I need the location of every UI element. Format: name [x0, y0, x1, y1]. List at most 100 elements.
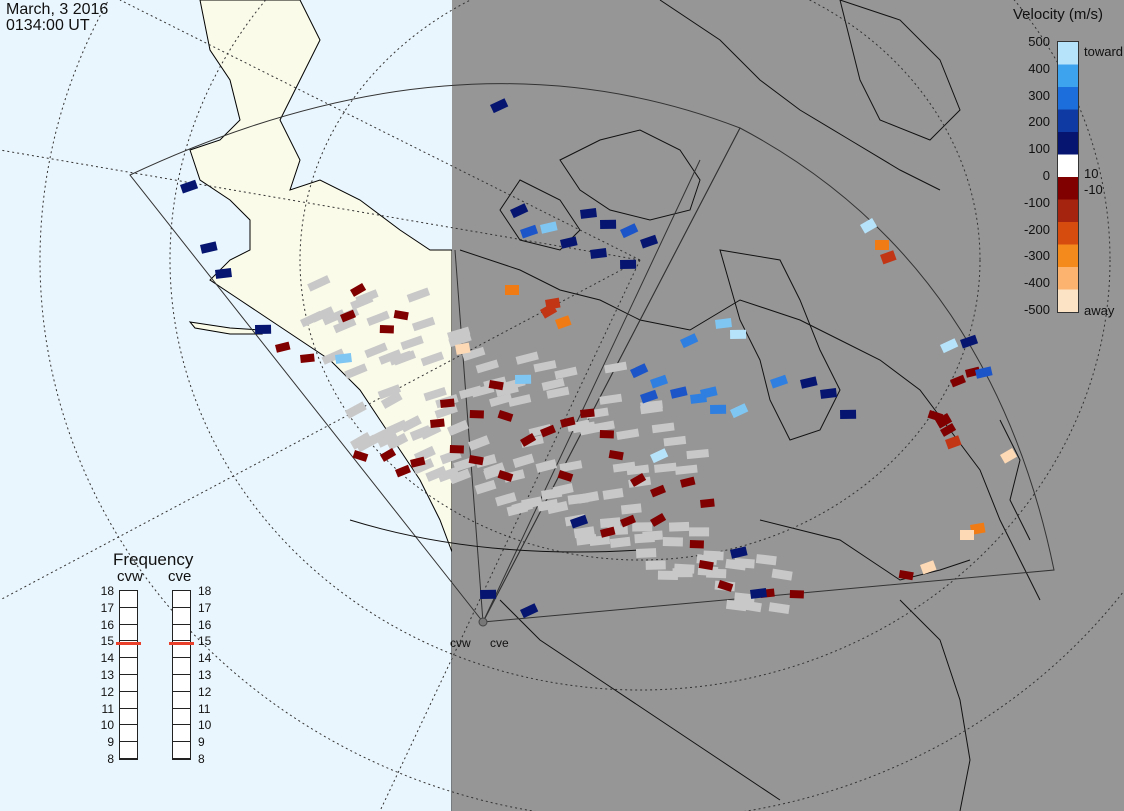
echo-cell	[602, 488, 624, 500]
echo-cell	[425, 465, 448, 482]
echo-cell	[662, 537, 683, 547]
echo-cell	[709, 404, 727, 414]
echo-cell	[840, 409, 857, 419]
echo-cell	[674, 464, 698, 475]
echo-cell	[960, 334, 979, 349]
echo-cell	[700, 498, 715, 508]
echo-cell	[674, 563, 695, 574]
echo-cell	[321, 348, 345, 365]
colorbar-label-10: 10	[1084, 166, 1099, 181]
echo-cell	[497, 470, 514, 482]
echo-cell	[180, 179, 199, 194]
echo-cell	[590, 248, 607, 259]
echo-cell	[386, 432, 409, 451]
freq-cell	[120, 692, 137, 709]
echo-cell	[730, 403, 749, 419]
freq-radar-cvw: cvw	[117, 568, 143, 585]
echo-cell	[541, 487, 563, 500]
echo-cell	[620, 514, 636, 528]
echo-cell	[377, 384, 402, 400]
freq-cell	[120, 591, 137, 608]
echo-cell	[940, 338, 959, 354]
freq-cell	[173, 692, 190, 709]
echo-cell	[740, 600, 762, 613]
echo-cell	[620, 259, 637, 269]
freq-cell	[173, 608, 190, 625]
echo-cell	[448, 468, 471, 485]
echo-cell	[480, 589, 497, 599]
colorbar-tick: 0	[1042, 168, 1050, 183]
echo-cell	[875, 240, 889, 250]
echo-cell	[434, 404, 458, 419]
echo-cell	[700, 386, 718, 399]
echo-cell	[640, 234, 659, 249]
echo-cell	[350, 432, 372, 450]
colorbar-tick: 100	[1028, 141, 1050, 157]
colorbar-tick: -200	[1023, 221, 1050, 237]
echo-cell	[572, 421, 596, 434]
echo-cell	[355, 289, 379, 305]
echo-cell	[521, 496, 543, 510]
echo-cell	[334, 353, 352, 364]
echo-cell	[495, 492, 517, 507]
echo-cell	[686, 449, 710, 460]
freq-cell	[120, 725, 137, 743]
echo-cell	[730, 546, 748, 559]
echo-cell	[635, 548, 657, 559]
echo-cell	[254, 324, 272, 334]
echo-cell	[380, 391, 403, 409]
echo-cell	[546, 386, 570, 399]
echo-cell	[950, 374, 966, 388]
freq-marker-cvw	[116, 642, 141, 646]
echo-cell	[560, 416, 576, 428]
echo-cell	[670, 386, 688, 399]
echo-cell	[599, 517, 621, 528]
echo-cell	[620, 503, 642, 515]
echo-cell	[898, 569, 914, 581]
echo-cell	[468, 455, 484, 466]
echo-cell	[555, 315, 572, 330]
freq-cell	[173, 591, 190, 608]
echo-cell	[376, 430, 399, 448]
colorbar-tick: -300	[1023, 248, 1050, 264]
echo-cell	[689, 540, 704, 549]
echo-cell	[541, 377, 565, 391]
freq-scale-left: 10	[100, 718, 114, 733]
echo-cell	[462, 346, 486, 362]
colorbar-tick: -100	[1023, 194, 1050, 210]
freq-scale-left: 9	[107, 735, 114, 750]
alaska-land	[189, 0, 491, 811]
echo-cell	[680, 476, 696, 488]
colorbar-toward-label: toward	[1084, 44, 1124, 59]
freq-scale-left: 8	[107, 752, 114, 766]
echo-cell	[537, 498, 559, 512]
echo-cell	[657, 570, 679, 580]
echo-cell	[608, 449, 624, 461]
echo-cell	[311, 306, 335, 323]
echo-cell	[880, 250, 897, 265]
radar-site-marker	[478, 617, 488, 627]
echo-cell	[654, 462, 677, 473]
echo-cell	[725, 558, 747, 571]
plot-time: 0134:00 UT	[6, 17, 90, 34]
freq-scale-left: 12	[100, 684, 114, 699]
echo-cell	[650, 374, 669, 389]
echo-cell	[559, 460, 583, 473]
frequency-column-cvw	[119, 590, 138, 760]
echo-cell	[580, 408, 595, 418]
echo-cell	[322, 309, 346, 326]
echo-cell	[934, 413, 953, 429]
echo-cell	[423, 386, 447, 402]
freq-cell	[120, 742, 137, 759]
echo-cell	[663, 435, 687, 447]
echo-cell	[495, 383, 519, 397]
echo-cell	[668, 521, 690, 532]
echo-cell	[474, 479, 497, 495]
echo-cell	[505, 285, 519, 295]
echo-cell	[388, 350, 413, 366]
echo-cell	[393, 310, 409, 321]
echo-cell	[540, 424, 556, 438]
echo-cell	[680, 333, 699, 349]
freq-scale-right: 10	[198, 718, 212, 733]
